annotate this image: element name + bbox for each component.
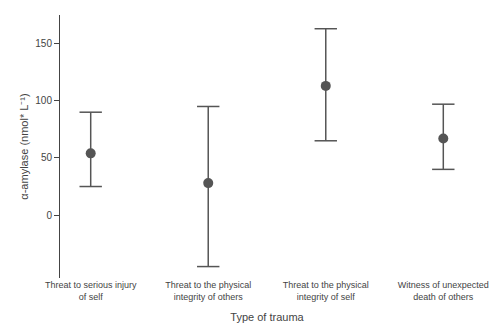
- svg-text:0: 0: [46, 210, 52, 221]
- svg-text:Type of trauma: Type of trauma: [230, 311, 304, 323]
- svg-text:Threat to serious injuryof sel: Threat to serious injuryof self: [45, 280, 137, 302]
- svg-text:Witness of unexpecteddeath of: Witness of unexpecteddeath of others: [398, 280, 489, 302]
- svg-text:α-amylase (nmol* L⁻¹): α-amylase (nmol* L⁻¹): [18, 93, 30, 199]
- svg-text:Threat to the physicalintegrit: Threat to the physicalintegrity of self: [283, 280, 369, 302]
- svg-text:50: 50: [41, 152, 53, 163]
- svg-text:Threat to the physicalintegrit: Threat to the physicalintegrity of other…: [165, 280, 251, 302]
- svg-text:100: 100: [35, 95, 52, 106]
- svg-text:150: 150: [35, 38, 52, 49]
